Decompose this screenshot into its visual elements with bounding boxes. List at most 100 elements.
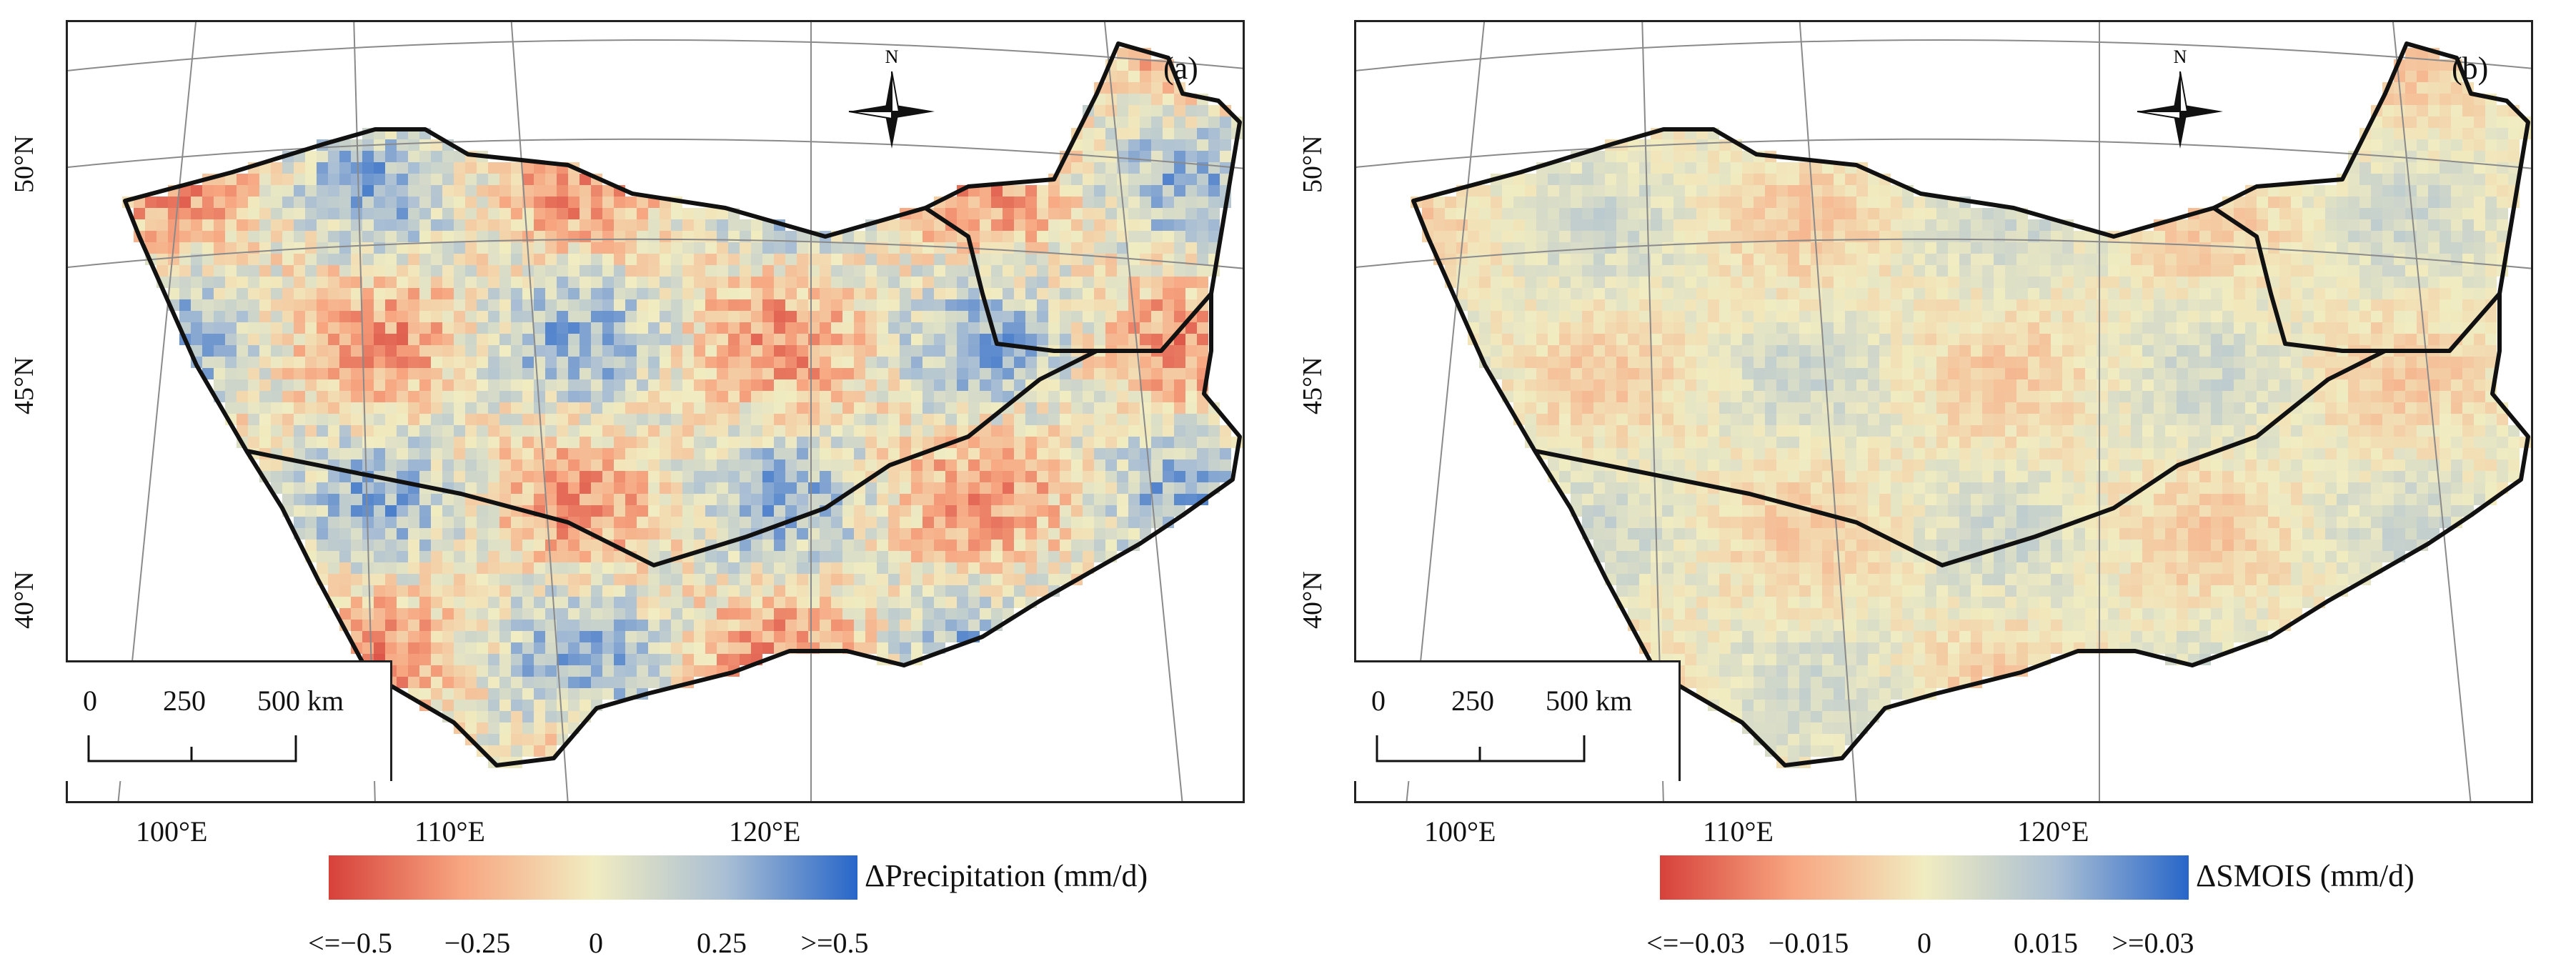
pixel-cell [1994,242,2005,254]
pixel-cell [591,197,602,208]
pixel-cell [511,494,522,505]
pixel-cell [705,311,717,322]
pixel-cell [374,517,385,528]
pixel-cell [1220,437,1231,448]
pixel-cell [225,185,237,197]
pixel-cell [2028,299,2039,311]
pixel-cell [328,494,339,505]
pixel-cell [945,517,957,528]
pixel-cell [1025,540,1037,551]
pixel-cell [1117,448,1128,459]
pixel-cell [888,551,900,562]
pixel-cell [900,608,911,620]
pixel-cell [499,288,511,299]
pixel-cell [1197,128,1208,139]
pixel-cell [1605,254,1616,265]
pixel-cell [545,745,557,757]
pixel-cell [488,231,499,242]
pixel-cell [751,574,762,585]
pixel-cell [842,631,854,642]
pixel-cell [282,311,294,322]
pixel-cell [1822,265,1834,277]
pixel-cell [534,494,545,505]
pixel-cell [1765,231,1776,242]
pixel-cell [282,471,294,482]
pixel-cell [225,322,237,334]
pixel-cell [511,254,522,265]
pixel-cell [1105,471,1117,482]
pixel-cell [431,208,442,219]
pixel-cell [2348,174,2359,185]
pixel-cell [1048,425,1060,437]
pixel-cell [1628,208,1639,219]
pixel-cell [808,585,820,597]
pixel-cell [797,540,808,551]
pixel-cell [511,540,522,551]
pixel-cell [671,517,682,528]
pixel-cell [957,505,968,517]
pixel-cell [1719,288,1731,299]
pixel-cell [980,459,991,471]
pixel-cell [1025,585,1037,597]
pixel-cell [1765,242,1776,254]
pixel-cell [1776,174,1788,185]
pixel-cell [328,322,339,334]
pixel-cell [419,391,431,402]
pixel-cell [797,459,808,471]
pixel-cell [694,322,705,334]
pixel-cell [1948,277,1959,288]
pixel-cell [740,597,751,608]
pixel-cell [900,357,911,368]
pixel-cell [911,528,923,540]
pixel-cell [648,357,660,368]
pixel-cell [1014,254,1025,265]
pixel-cell [2074,242,2085,254]
pixel-cell [1685,208,1696,219]
pixel-cell [1163,162,1174,174]
pixel-cell [1994,208,2005,219]
pixel-cell [968,368,980,379]
pixel-cell [740,391,751,402]
pixel-cell [1163,139,1174,151]
pixel-cell [1559,242,1571,254]
pixel-cell [248,379,259,391]
pixel-cell [637,254,648,265]
pixel-cell [488,379,499,391]
pixel-cell [877,574,888,585]
pixel-cell [2462,128,2474,139]
pixel-cell [1445,231,1456,242]
pixel-cell [762,482,774,494]
pixel-cell [1776,197,1788,208]
pixel-cell [1014,299,1025,311]
pixel-cell [339,162,351,174]
pixel-cell [1525,242,1536,254]
pixel-cell [1891,299,1902,311]
pixel-cell [1548,288,1559,299]
pixel-cell [625,402,637,414]
pixel-cell [2302,197,2314,208]
pixel-cell [1799,311,1811,322]
pixel-cell [248,265,259,277]
pixel-cell [2497,174,2508,185]
pixel-cell [900,540,911,551]
pixel-cell [1140,128,1151,139]
pixel-cell [168,197,179,208]
pixel-cell [1025,231,1037,242]
pixel-cell [351,197,362,208]
pixel-cell [911,265,923,277]
pixel-cell [568,631,580,642]
pixel-cell [1048,357,1060,368]
pixel-cell [1616,254,1628,265]
pixel-cell [945,482,957,494]
pixel-cell [419,162,431,174]
pixel-cell [1037,185,1048,197]
pixel-cell [2028,277,2039,288]
pixel-cell [477,414,488,425]
pixel-cell [797,448,808,459]
pixel-cell [1639,197,1651,208]
pixel-cell [580,608,591,620]
pixel-cell [1140,482,1151,494]
pixel-cell [1502,185,1513,197]
pixel-cell [2337,277,2348,288]
pixel-cell [888,391,900,402]
